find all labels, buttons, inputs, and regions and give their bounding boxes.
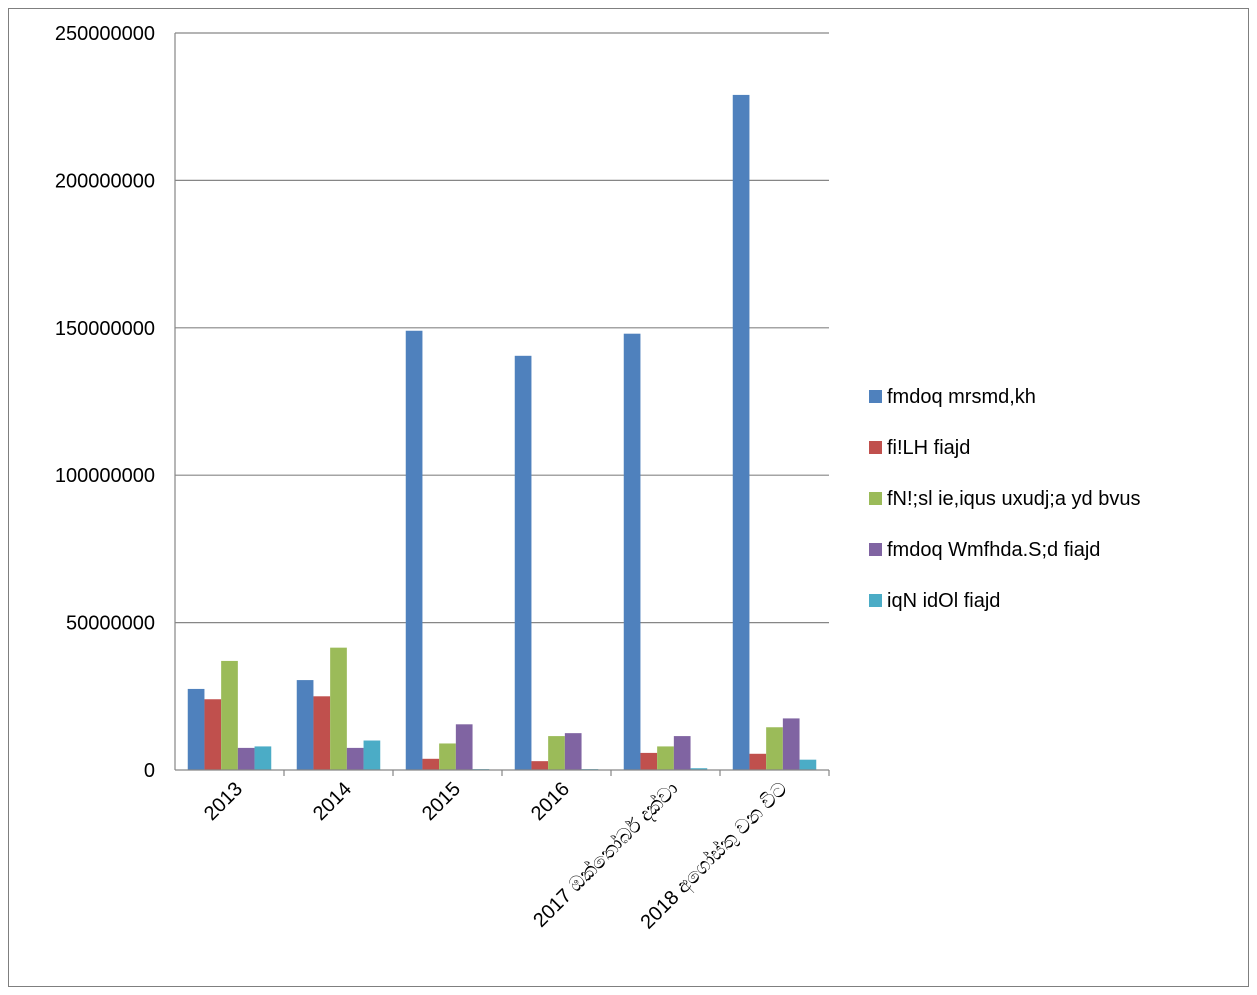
legend-entry: fN!;sl ie,iqus uxudj;a yd bvus	[887, 488, 1140, 510]
bar-chart: 0 50000000 100000000 150000000 200000000 2500…	[55, 23, 1141, 934]
x-category-label: 2016	[527, 778, 574, 825]
x-category-label: 2015	[418, 778, 465, 825]
legend-swatch	[869, 441, 882, 454]
bar	[782, 718, 800, 770]
bar	[673, 736, 691, 770]
bar	[221, 660, 238, 770]
bar	[237, 747, 255, 770]
bar	[548, 736, 565, 770]
y-tick-label: 0	[144, 760, 155, 782]
y-tick-labels: 0 50000000 100000000 150000000 200000000 2500…	[55, 23, 155, 782]
legend-swatch	[869, 594, 882, 607]
y-tick-label: 200000000	[55, 170, 155, 192]
legend-entry: fmdoq Wmfhda.S;d fiajd	[887, 539, 1100, 561]
bar	[799, 759, 817, 770]
bar	[346, 747, 364, 770]
bar	[313, 696, 331, 770]
legend-swatch	[869, 492, 882, 505]
bar	[439, 743, 456, 770]
legend-entry: fi!LH fiajd	[887, 437, 970, 459]
legend-entry: fmdoq mrsmd,kh	[887, 386, 1036, 408]
bar	[766, 727, 783, 770]
chart-frame: 0 50000000 100000000 150000000 200000000 2500…	[8, 8, 1249, 987]
bar	[405, 330, 423, 770]
bar	[514, 355, 532, 770]
gridlines	[175, 32, 829, 624]
bar	[296, 680, 314, 770]
legend-swatch	[869, 543, 882, 556]
x-category-label: 2013	[200, 778, 247, 825]
bar	[187, 688, 205, 770]
bar	[623, 333, 641, 770]
x-category-label: 2014	[309, 778, 356, 825]
bar	[422, 758, 440, 770]
bars	[187, 94, 817, 770]
bar	[204, 699, 222, 770]
legend: fmdoq mrsmd,kh fi!LH fiajd fN!;sl ie,iqus …	[869, 386, 1140, 612]
legend-entry: iqN idOl fiajd	[887, 590, 1000, 612]
legend-swatch	[869, 390, 882, 403]
bar	[749, 753, 767, 770]
bar	[564, 733, 582, 770]
y-tick-label: 250000000	[55, 23, 155, 45]
bar	[254, 746, 272, 770]
y-tick-label: 50000000	[66, 613, 155, 635]
bar	[363, 740, 381, 770]
axes	[174, 33, 830, 776]
y-tick-label: 100000000	[55, 465, 155, 487]
bar	[640, 752, 658, 770]
y-tick-label: 150000000	[55, 318, 155, 340]
bar	[330, 647, 347, 770]
bar	[732, 94, 750, 770]
bar	[531, 761, 549, 770]
bar	[455, 724, 473, 770]
bar	[690, 768, 708, 770]
bar	[657, 746, 674, 770]
